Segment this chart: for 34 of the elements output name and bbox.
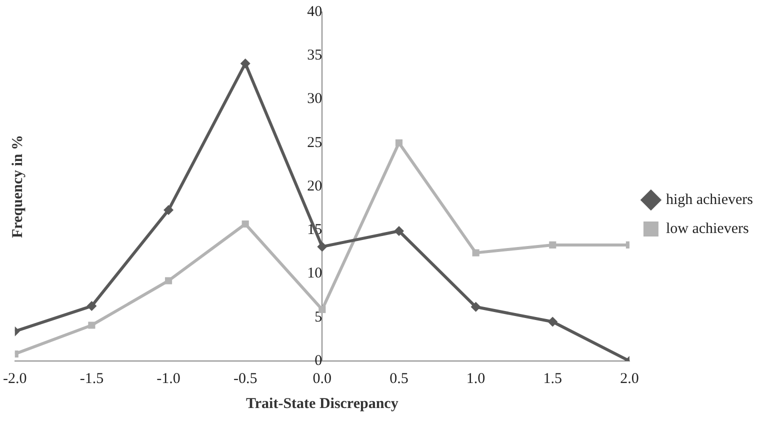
y-tick-label: 20	[307, 178, 322, 194]
y-tick-label: 10	[307, 266, 322, 282]
point	[549, 241, 556, 248]
point	[317, 242, 328, 252]
y-axis-title: Frequency in %	[10, 134, 26, 238]
x-tick-label: 0.5	[390, 370, 408, 387]
y-tick-label: 25	[307, 134, 322, 151]
point	[164, 205, 174, 216]
x-tick-label: -2.0	[3, 370, 27, 387]
x-tick-label: 1.5	[543, 370, 562, 387]
legend-label: high achievers	[666, 192, 754, 208]
x-tick-label: 0.0	[312, 370, 332, 387]
y-tick-label: 30	[307, 91, 322, 108]
x-axis-title: Trait-State Discrepancy	[246, 396, 399, 412]
x-tick-label: -1.0	[156, 370, 180, 387]
x-tick-label: 2.0	[620, 370, 639, 387]
point	[240, 58, 250, 68]
point	[470, 302, 481, 312]
point	[318, 306, 326, 314]
point	[164, 277, 172, 284]
x-tick-label: 1.0	[466, 370, 486, 387]
point	[472, 249, 480, 256]
point	[242, 220, 249, 228]
point	[86, 301, 97, 312]
point	[88, 322, 96, 329]
y-tick-label: 40	[307, 4, 322, 20]
point	[548, 316, 558, 327]
y-tick-label: 0	[314, 352, 322, 369]
y-tick-label: 35	[307, 48, 322, 64]
point	[395, 139, 403, 146]
legend-label: low achievers	[666, 220, 749, 237]
point	[394, 226, 404, 236]
x-tick-label: -1.5	[80, 370, 104, 387]
x-tick-label: -0.5	[233, 370, 258, 387]
